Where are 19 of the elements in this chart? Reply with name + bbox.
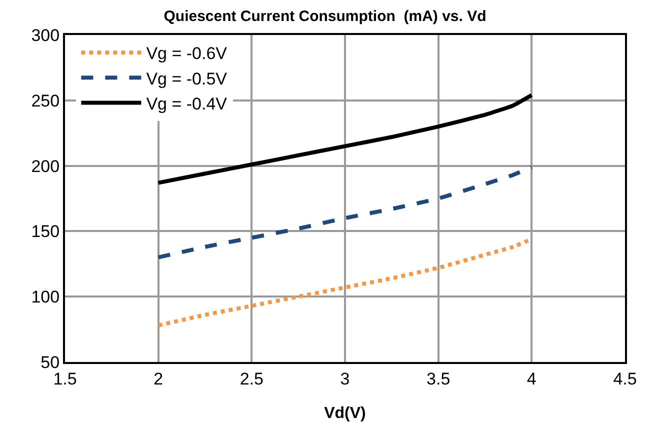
y-tick-label: 100 (31, 288, 60, 307)
x-tick-label: 4.5 (613, 369, 637, 388)
y-tick-label: 250 (31, 91, 60, 110)
legend-label: Vg = -0.6V (146, 44, 228, 64)
x-tick-label: 4 (526, 369, 536, 388)
x-tick-label: 3.5 (426, 369, 450, 388)
x-tick-label: 2 (154, 369, 164, 388)
y-tick-label: 300 (31, 26, 60, 45)
x-tick-label: 3 (340, 369, 350, 388)
line-series (156, 165, 534, 260)
y-tick-label: 50 (40, 352, 60, 372)
chart-title: Quiescent Current Consumption (mA) vs. Vd (164, 8, 486, 26)
legend-label: Vg = -0.5V (146, 69, 228, 88)
y-tick-label: 150 (31, 222, 60, 242)
legend-label: Vg = -0.4V (146, 94, 228, 114)
x-tick-label: 1.5 (53, 369, 77, 388)
y-tick-label: 200 (31, 156, 60, 176)
x-tick-label: 2.5 (240, 369, 264, 388)
x-axis-title: Vd(V) (324, 405, 366, 422)
